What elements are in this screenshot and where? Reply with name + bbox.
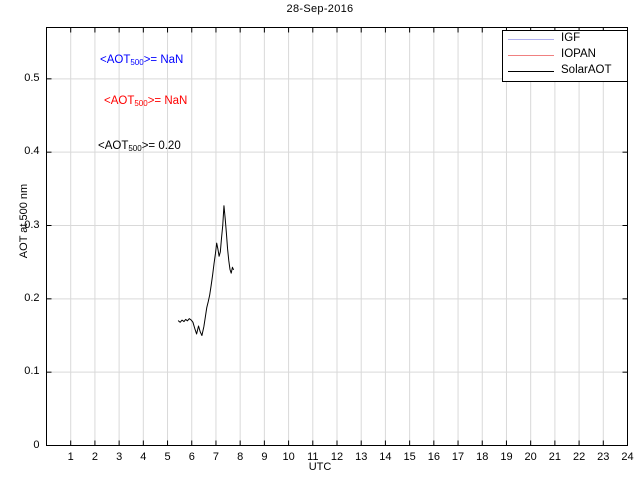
x-tick-label: 21 [548, 450, 561, 463]
x-tick-label: 9 [261, 450, 268, 463]
legend-item-solaraot: SolarAOT [503, 63, 627, 79]
y-tick-label: 0 [33, 438, 40, 451]
x-tick-label: 16 [427, 450, 440, 463]
y-tick-label: 0.2 [24, 291, 40, 304]
x-tick-label: 8 [237, 450, 244, 463]
x-tick-label: 10 [282, 450, 295, 463]
y-tick-label: 0.3 [24, 218, 40, 231]
x-tick-label: 14 [379, 450, 392, 463]
x-axis-label: UTC [308, 461, 332, 473]
x-tick-label: 19 [500, 450, 513, 463]
legend-item-iopan: IOPAN [503, 47, 627, 63]
annotation-prefix: <AOT [104, 95, 135, 107]
legend-label-igf: IGF [561, 32, 581, 45]
chart-title: 28-Sep-2016 [286, 3, 354, 15]
y-tick-label: 0.1 [24, 365, 40, 378]
legend-item-igf: IGF [503, 31, 627, 47]
annotation-suffix: >= 0.20 [141, 140, 181, 152]
legend-label-solaraot: SolarAOT [561, 64, 612, 77]
x-tick-label: 7 [212, 450, 220, 463]
x-tick-label: 15 [403, 450, 416, 463]
x-tick-label: 23 [597, 450, 610, 463]
axis-ticks [46, 27, 628, 446]
x-tick-label: 1 [67, 450, 74, 463]
x-tick-label: 22 [572, 450, 586, 463]
x-tick-label: 13 [355, 450, 368, 463]
x-tick-label: 11 [307, 450, 319, 463]
annotation-prefix: <AOT [100, 54, 131, 66]
x-tick-label: 20 [524, 450, 537, 463]
annotation-solaraot-mean: <AOT500>= 0.20 [98, 140, 181, 153]
annotation-subscript: 500 [130, 58, 144, 67]
x-tick-label: 24 [621, 450, 634, 463]
x-tick-label: 18 [476, 450, 489, 463]
annotation-prefix: <AOT [98, 140, 129, 152]
x-tick-label: 17 [451, 450, 465, 463]
x-tick-label: 12 [330, 450, 344, 463]
annotation-suffix: >= NaN [147, 95, 188, 107]
annotation-igf-mean: <AOT500>= NaN [100, 54, 183, 67]
legend: IGF IOPAN SolarAOT [502, 30, 628, 82]
x-tick-label: 6 [188, 450, 195, 463]
legend-line-iopan [508, 54, 554, 56]
grid-lines [46, 27, 628, 446]
y-tick-label: 0.5 [24, 71, 40, 84]
annotation-subscript: 500 [134, 99, 148, 108]
annotation-suffix: >= NaN [143, 54, 184, 66]
legend-line-solaraot [508, 70, 554, 72]
x-tick-label: 5 [164, 450, 171, 463]
x-tick-label: 4 [140, 450, 147, 463]
y-tick-label: 0.4 [24, 145, 40, 158]
plot-frame [46, 27, 628, 446]
legend-line-igf [508, 38, 554, 40]
x-tick-label: 2 [91, 450, 98, 463]
data-series-group [177, 205, 234, 336]
legend-label-iopan: IOPAN [561, 48, 596, 61]
annotation-iopan-mean: <AOT500>= NaN [104, 95, 187, 108]
annotation-subscript: 500 [128, 144, 142, 153]
series-line-solaraot [177, 205, 234, 336]
x-tick-label: 3 [116, 450, 123, 463]
